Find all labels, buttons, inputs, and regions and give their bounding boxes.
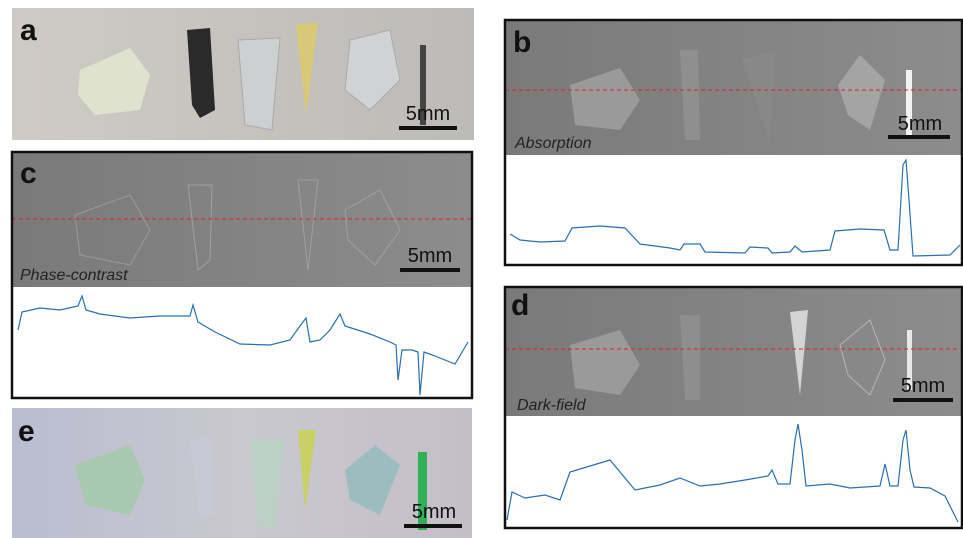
scale-bar-label: 5mm — [408, 245, 452, 267]
caption: Absorption — [514, 135, 592, 152]
figure: a 5mm b Absorption 5mm c Phase-contrast … — [0, 0, 963, 538]
scale-bar — [399, 126, 457, 130]
caption: Dark-field — [517, 397, 587, 414]
panel-a: a 5mm — [12, 8, 474, 140]
scale-bar — [893, 398, 953, 402]
scale-bar-label: 5mm — [898, 113, 942, 135]
panel-label: b — [513, 26, 531, 59]
scale-bar — [888, 135, 950, 139]
intensity-profile — [510, 160, 960, 256]
panel-label: c — [20, 157, 37, 190]
panel-e: e 5mm — [12, 408, 472, 538]
panel-b: b Absorption 5mm — [505, 20, 962, 265]
panel-label: a — [20, 14, 37, 47]
scale-bar — [400, 268, 460, 272]
scale-bar — [404, 524, 462, 528]
panel-label: e — [18, 415, 35, 448]
caption: Phase-contrast — [20, 267, 128, 284]
intensity-profile — [18, 296, 468, 395]
panel-label: d — [511, 289, 529, 322]
panel-d: d Dark-field 5mm — [505, 287, 962, 528]
scale-bar-label: 5mm — [901, 375, 945, 397]
panel-c: c Phase-contrast 5mm — [12, 152, 472, 398]
intensity-profile — [507, 424, 958, 522]
sample — [238, 38, 280, 130]
scale-bar-label: 5mm — [412, 501, 456, 523]
scale-bar-label: 5mm — [406, 103, 450, 125]
